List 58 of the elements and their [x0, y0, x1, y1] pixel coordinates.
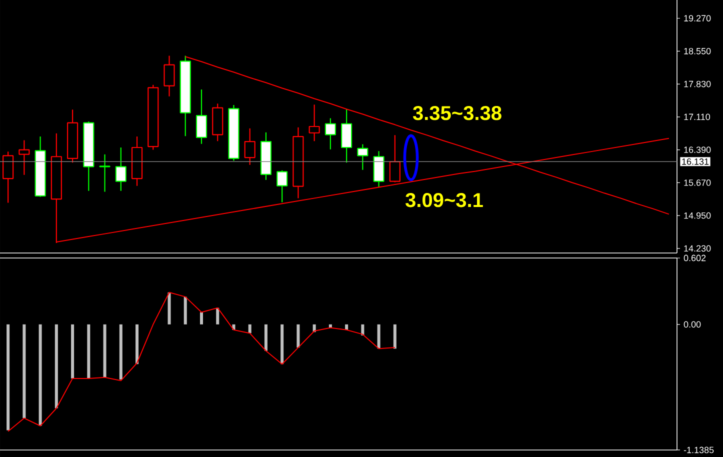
bar: [377, 324, 380, 349]
candlestick: [212, 103, 224, 142]
y-tick-label: 18.550: [684, 48, 711, 54]
annotation: 3.09~3.1: [406, 193, 483, 208]
y-tick-label: 0.00: [684, 321, 701, 328]
bar: [103, 324, 106, 378]
candlestick: [341, 108, 352, 164]
y-tick-label: 17.110: [684, 114, 710, 120]
y-tick-label: -1.1385: [684, 446, 714, 454]
candlestick: [260, 132, 272, 180]
candlestick: [18, 140, 30, 176]
bar: [6, 324, 10, 430]
candlestick: [244, 128, 256, 166]
candlestick: [66, 109, 78, 164]
candlestick: [148, 84, 159, 150]
bar: [216, 308, 220, 324]
bar: [54, 324, 58, 408]
bar: [248, 324, 252, 334]
bar: [71, 324, 74, 378]
y-tick-label: 19.270: [684, 15, 711, 22]
bar: [200, 312, 203, 324]
candlestick: [228, 104, 240, 162]
line-series: [8, 292, 396, 432]
y-tick-label: 16.390: [684, 146, 711, 153]
candlestick: [276, 170, 288, 203]
bar: [280, 324, 284, 364]
ref-line-label: 16.131: [682, 158, 709, 165]
candlestick: [164, 55, 175, 97]
candlestick: [83, 120, 94, 192]
candlestick: [196, 88, 208, 144]
bar: [119, 324, 122, 380]
candlestick: [99, 154, 110, 192]
candlestick: [324, 118, 336, 150]
bar: [38, 324, 42, 426]
candlestick: [373, 150, 384, 188]
y-tick-label: 0.602: [684, 254, 706, 262]
candlestick: [34, 136, 46, 198]
candlestick: [292, 126, 304, 199]
y-tick-label: 14.230: [684, 245, 711, 252]
bar: [296, 324, 300, 348]
y-tick-label: 17.830: [684, 80, 711, 88]
bar: [87, 324, 90, 378]
candlestick: [357, 144, 368, 170]
candlestick: [115, 146, 126, 192]
candlestick: [308, 104, 320, 142]
bar: [393, 324, 396, 349]
bar: [168, 292, 171, 324]
candlestick: [131, 136, 143, 186]
candlestick: [180, 55, 191, 137]
annotation: 3.35~3.38: [412, 106, 502, 120]
bar: [361, 324, 364, 336]
bar: [184, 296, 187, 324]
bar: [136, 324, 139, 364]
y-tick-label: 15.670: [684, 179, 711, 186]
candlestick: [2, 151, 14, 204]
bar: [22, 324, 26, 418]
y-tick-label: 14.950: [684, 212, 711, 219]
bar: [264, 324, 268, 351]
